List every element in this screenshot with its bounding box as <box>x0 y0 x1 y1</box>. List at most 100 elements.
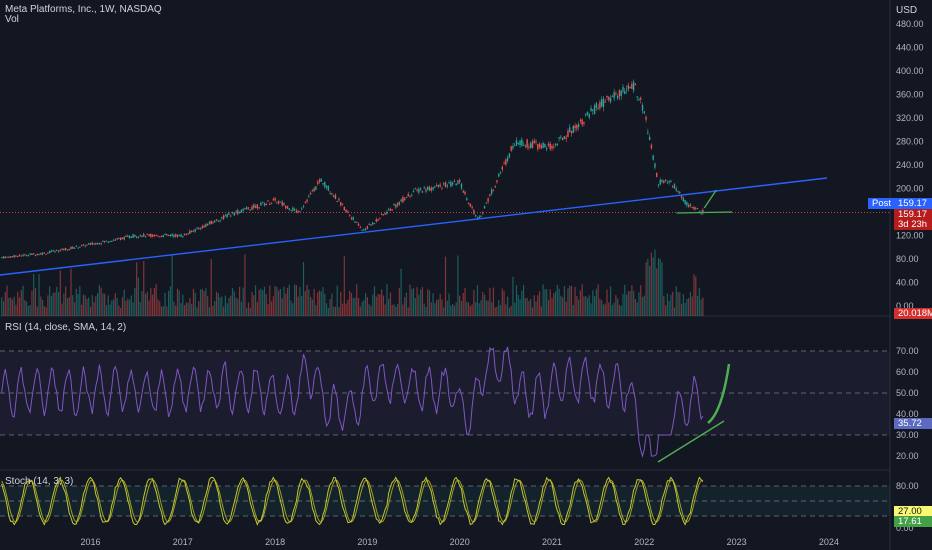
price-candle <box>357 223 360 227</box>
volume-bar <box>696 295 699 316</box>
volume-bar <box>171 254 173 316</box>
price-candle <box>308 195 310 198</box>
volume-bar <box>693 274 695 316</box>
volume-bar <box>70 268 72 316</box>
volume-bar <box>178 290 180 316</box>
price-candle <box>143 233 145 237</box>
price-candle <box>441 188 443 190</box>
price-candle <box>324 182 326 187</box>
price-candle <box>654 163 656 168</box>
volume-bar <box>459 295 461 316</box>
volume-bar <box>223 306 225 316</box>
volume-bar <box>400 268 402 316</box>
volume-bar <box>542 284 544 316</box>
volume-bar <box>292 303 294 316</box>
price-candle <box>663 180 665 183</box>
volume-bar <box>476 285 479 316</box>
price-candle <box>235 211 237 213</box>
volume-bar <box>556 284 558 316</box>
volume-bar <box>152 294 154 316</box>
price-candle <box>542 142 544 148</box>
volume-bar <box>192 288 195 316</box>
volume-bar <box>599 298 601 316</box>
volume-bar <box>127 298 129 316</box>
volume-bar <box>109 304 111 316</box>
volume-bar <box>679 292 681 316</box>
price-candle <box>423 187 425 189</box>
price-candle <box>31 253 33 255</box>
stoch-d-line <box>1 479 704 523</box>
price-candle <box>247 207 250 209</box>
volume-bar <box>65 286 67 316</box>
price-candle <box>238 211 241 213</box>
price-candle <box>403 198 406 201</box>
price-candle <box>201 226 204 229</box>
volume-bar <box>336 285 338 316</box>
price-candle <box>265 203 267 206</box>
volume-bar <box>601 300 603 316</box>
price-axis-tick: 480.00 <box>896 19 924 29</box>
volume-bar <box>73 302 76 316</box>
volume-bar <box>508 307 510 316</box>
price-candle <box>425 189 427 192</box>
bar-countdown: 3d 23h <box>894 219 932 230</box>
time-axis-label: 2017 <box>173 537 193 547</box>
stoch-k-tag: 27.00 <box>894 506 932 517</box>
price-candle <box>505 159 507 165</box>
volume-bar <box>460 300 463 316</box>
price-candle <box>398 201 401 205</box>
price-candle <box>77 247 79 249</box>
price-candle <box>274 197 276 201</box>
volume-bar <box>95 296 97 316</box>
price-candle <box>148 234 150 237</box>
volume-bar <box>530 298 532 316</box>
price-candle <box>526 139 528 148</box>
price-candle <box>517 142 519 144</box>
volume-bar <box>652 257 654 316</box>
volume-bar <box>54 292 56 316</box>
volume-bar <box>395 306 397 316</box>
volume-bar <box>519 299 521 316</box>
volume-bar <box>63 293 65 316</box>
volume-bar <box>594 296 596 316</box>
price-candle <box>402 197 404 203</box>
volume-bar <box>308 289 310 316</box>
volume-bar <box>393 304 395 316</box>
volume-bar <box>343 256 345 316</box>
price-candle <box>212 222 214 224</box>
price-candle <box>350 217 353 219</box>
volume-bar <box>272 296 274 316</box>
price-candle <box>40 253 42 255</box>
price-candle <box>435 185 438 187</box>
volume-bar <box>265 294 267 316</box>
volume-bar <box>306 284 308 316</box>
price-candle <box>585 114 587 116</box>
price-candle <box>283 203 285 206</box>
price-candle <box>295 210 298 213</box>
price-candle <box>368 223 370 225</box>
volume-bar <box>432 293 434 316</box>
volume-bar <box>310 297 312 316</box>
time-axis-label: 2022 <box>634 537 654 547</box>
price-candle <box>45 253 47 255</box>
volume-bar <box>515 285 518 316</box>
price-candle <box>492 190 495 192</box>
price-candle <box>444 182 447 188</box>
volume-bar <box>391 305 393 316</box>
price-candle <box>382 214 385 216</box>
volume-bar <box>4 291 6 316</box>
volume-bar <box>700 299 702 316</box>
price-candle <box>240 209 243 213</box>
volume-bar <box>304 290 306 316</box>
price-candle <box>180 234 182 237</box>
volume-bar <box>301 296 303 316</box>
volume-bar <box>297 296 299 316</box>
price-candle <box>242 208 244 211</box>
price-candle <box>331 193 333 195</box>
volume-bar <box>375 296 377 316</box>
price-candle <box>132 234 134 238</box>
rsi-axis-tick: 30.00 <box>896 430 919 440</box>
price-candle <box>428 186 431 191</box>
price-candle <box>288 208 290 210</box>
